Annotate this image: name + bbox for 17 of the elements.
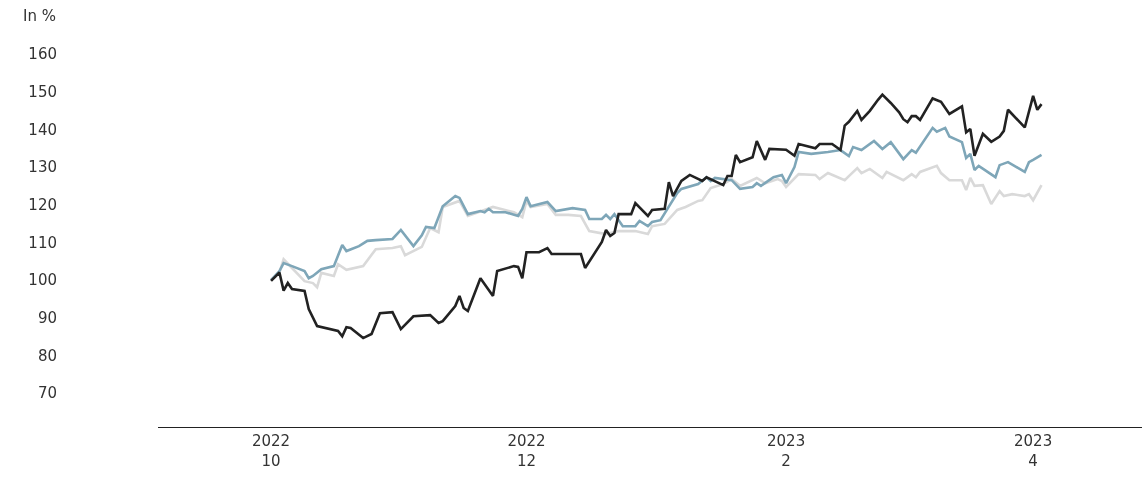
y-tick-label: 70 [37, 384, 57, 403]
x-tick-label: 2023 4 [1014, 432, 1053, 470]
y-tick-label: 110 [28, 233, 57, 252]
y-tick-label: 150 [28, 82, 57, 101]
line-series [269, 93, 1043, 340]
x-tick-label: 2023 2 [767, 432, 806, 470]
y-tick-label: 140 [28, 120, 57, 139]
y-tick-label: 120 [28, 195, 57, 214]
y-tick-label: 160 [28, 45, 57, 64]
line-series [269, 126, 1043, 282]
y-tick-label: 130 [28, 158, 57, 177]
x-tick-label: 2022 12 [507, 432, 546, 470]
x-tick-label: 2022 10 [251, 432, 291, 470]
y-tick-label: 90 [37, 308, 57, 327]
y-tick-label: 80 [37, 346, 57, 365]
y-tick-label: 100 [28, 271, 57, 290]
y-axis-title: In % [23, 7, 56, 25]
